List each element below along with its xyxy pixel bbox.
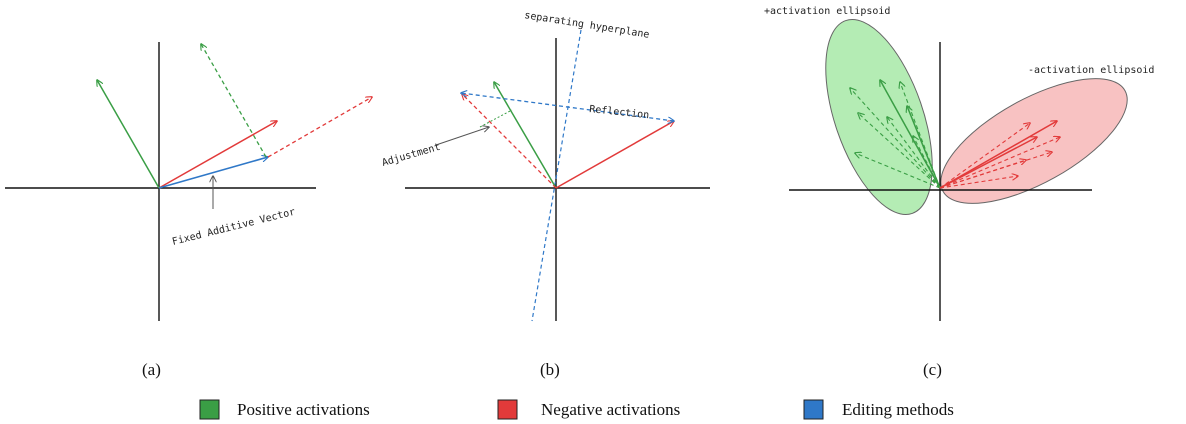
caption-c: (c) <box>923 360 942 379</box>
hyperplane-label: separating hyperplane <box>524 10 651 41</box>
negative-sample-vector <box>939 176 1018 189</box>
positive-vector <box>494 82 557 189</box>
annotation-fixed-additive-vector: Fixed Additive Vector <box>171 207 296 248</box>
panel-c: +activation ellipsoid -activation ellips… <box>764 6 1154 379</box>
reflection-label: Reflection <box>589 104 650 121</box>
reflected-negative-vector <box>462 94 557 189</box>
negative-vector <box>555 121 674 189</box>
legend-swatch-editing <box>803 399 824 420</box>
positive-vector <box>880 80 941 189</box>
adjustment-pointer <box>435 127 489 146</box>
panel-a: Fixed Additive Vector (a) <box>5 42 372 379</box>
legend-label-negative: Negative activations <box>541 400 680 419</box>
negative-sample-vector <box>939 160 1026 189</box>
negative-vector <box>158 121 277 189</box>
positive-sample-vector <box>913 136 941 189</box>
positive-sample-vector <box>855 153 941 189</box>
legend-swatch-negative <box>497 399 518 420</box>
negative-vector <box>939 121 1057 189</box>
negative-ellipsoid-label: -activation ellipsoid <box>1028 65 1154 76</box>
caption-a: (a) <box>142 360 161 379</box>
positive-ellipsoid-label: +activation ellipsoid <box>764 6 890 17</box>
positive-sample-vector <box>858 113 941 189</box>
legend-label-positive: Positive activations <box>237 400 370 419</box>
negative-sample-vector <box>939 137 1060 189</box>
positive-sample-vector <box>900 82 941 189</box>
caption-b: (b) <box>540 360 560 379</box>
additive-vector <box>158 157 268 189</box>
negative-sample-vector <box>939 123 1030 189</box>
reflection-arrow <box>461 93 674 121</box>
positive-sample-vector <box>887 117 941 189</box>
positive-vector <box>97 80 160 189</box>
legend-swatch-positive <box>199 399 220 420</box>
negative-mean-vector <box>939 137 1037 189</box>
positive-sample-vector <box>850 88 941 189</box>
shifted-positive-vector <box>201 44 267 158</box>
adjustment-label: Adjustment <box>381 142 442 169</box>
legend-label-editing: Editing methods <box>842 400 954 419</box>
positive-activation-ellipsoid <box>825 18 933 216</box>
panel-b: separating hyperplane Reflection Adjustm… <box>381 10 710 379</box>
separating-hyperplane <box>531 29 582 322</box>
legend: Positive activations Negative activation… <box>199 399 954 420</box>
adjustment-arc <box>479 109 513 128</box>
shifted-negative-vector <box>267 97 372 158</box>
negative-activation-ellipsoid <box>940 78 1128 204</box>
